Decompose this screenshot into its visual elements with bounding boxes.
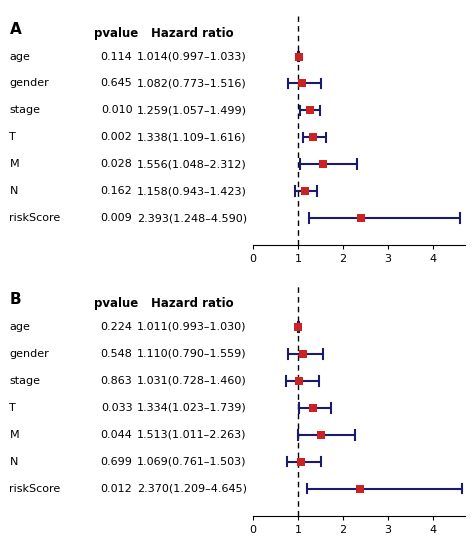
Text: 1.014(0.997–1.033): 1.014(0.997–1.033) [137, 52, 247, 62]
Text: Hazard ratio: Hazard ratio [151, 27, 233, 40]
Text: 1.513(1.011–2.263): 1.513(1.011–2.263) [137, 430, 247, 440]
Text: 0.224: 0.224 [100, 322, 133, 332]
Text: 0.699: 0.699 [100, 456, 133, 467]
Text: 0.863: 0.863 [100, 376, 132, 386]
Text: gender: gender [9, 78, 49, 89]
Text: 0.009: 0.009 [100, 213, 132, 223]
Text: T: T [9, 403, 16, 413]
Text: T: T [9, 133, 16, 142]
Text: 2.370(1.209–4.645): 2.370(1.209–4.645) [137, 484, 247, 494]
Text: 1.334(1.023–1.739): 1.334(1.023–1.739) [137, 403, 247, 413]
Text: 0.044: 0.044 [100, 430, 133, 440]
Text: stage: stage [9, 376, 40, 386]
Text: pvalue: pvalue [94, 27, 139, 40]
Text: 0.012: 0.012 [100, 484, 132, 494]
Text: N: N [9, 456, 18, 467]
Text: 0.645: 0.645 [100, 78, 132, 89]
Text: 1.082(0.773–1.516): 1.082(0.773–1.516) [137, 78, 247, 89]
Text: 0.114: 0.114 [100, 52, 132, 62]
Text: 0.010: 0.010 [101, 105, 132, 115]
Text: age: age [9, 52, 30, 62]
Text: 0.033: 0.033 [101, 403, 132, 413]
Text: 1.110(0.790–1.559): 1.110(0.790–1.559) [137, 349, 247, 359]
Text: A: A [9, 21, 21, 37]
Text: 0.028: 0.028 [100, 159, 133, 169]
Text: M: M [9, 159, 19, 169]
Text: 1.031(0.728–1.460): 1.031(0.728–1.460) [137, 376, 247, 386]
Text: M: M [9, 430, 19, 440]
Text: 1.556(1.048–2.312): 1.556(1.048–2.312) [137, 159, 247, 169]
Text: N: N [9, 186, 18, 197]
Text: 1.011(0.993–1.030): 1.011(0.993–1.030) [137, 322, 247, 332]
Text: 2.393(1.248–4.590): 2.393(1.248–4.590) [137, 213, 247, 223]
Text: riskScore: riskScore [9, 484, 61, 494]
Text: gender: gender [9, 349, 49, 359]
Text: 0.548: 0.548 [100, 349, 133, 359]
Text: 1.158(0.943–1.423): 1.158(0.943–1.423) [137, 186, 247, 197]
Text: stage: stage [9, 105, 40, 115]
Text: B: B [9, 292, 21, 307]
Text: age: age [9, 322, 30, 332]
Text: 0.002: 0.002 [100, 133, 132, 142]
Text: 1.259(1.057–1.499): 1.259(1.057–1.499) [137, 105, 247, 115]
Text: 1.338(1.109–1.616): 1.338(1.109–1.616) [137, 133, 247, 142]
Text: 1.069(0.761–1.503): 1.069(0.761–1.503) [137, 456, 247, 467]
Text: riskScore: riskScore [9, 213, 61, 223]
Text: 0.162: 0.162 [100, 186, 132, 197]
Text: Hazard ratio: Hazard ratio [151, 297, 233, 310]
Text: pvalue: pvalue [94, 297, 139, 310]
